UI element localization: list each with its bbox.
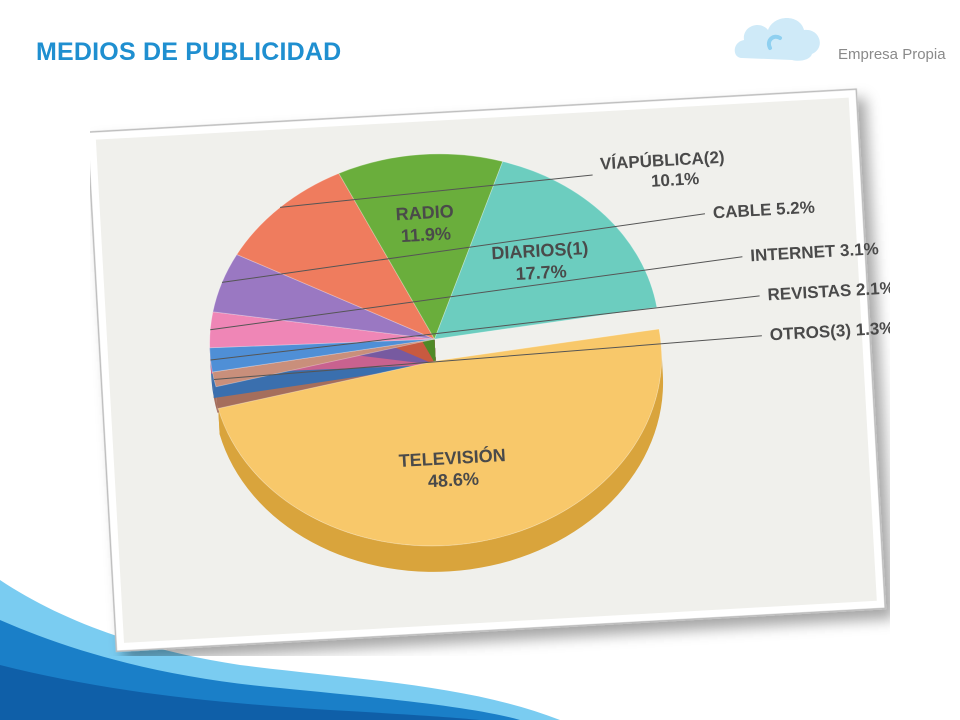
slide-title: MEDIOS DE PUBLICIDAD <box>36 38 342 66</box>
leader-line-cable <box>221 213 706 283</box>
decorative-waves <box>0 580 560 720</box>
pie-slice-revistas <box>209 338 435 373</box>
slice-label-revistas: REVISTAS 2.1% <box>767 278 890 304</box>
slice-value-otros-3-: 1.3% <box>855 318 890 339</box>
slice-value-cable: 5.2% <box>776 198 816 219</box>
slice-value-v-ap-blica-2-: 10.1% <box>651 169 700 191</box>
chart-photo: TELEVISIÓN 48.6% OTROS(3) 1.3% REVISTAS 2.1… <box>90 36 890 656</box>
pie-slice-internet <box>209 311 435 349</box>
slice-label-internet: INTERNET 3.1% <box>750 239 879 265</box>
pie-slice-televisi-n <box>217 328 662 547</box>
slice-value-diarios-1-: 17.7% <box>515 261 567 284</box>
leader-line-revistas <box>210 295 760 361</box>
slice-label-radio: RADIO <box>395 201 454 224</box>
pie-slice-diarios-1- <box>433 160 658 340</box>
pie-slice-radio <box>338 153 504 341</box>
slice-value-internet: 3.1% <box>839 239 879 260</box>
slice-value-radio: 11.9% <box>400 223 451 246</box>
leader-line-internet <box>210 256 743 331</box>
slice-label-cable: CABLE 5.2% <box>712 198 815 223</box>
slice-value-revistas: 2.1% <box>855 278 890 299</box>
brand-logo-cloud-icon <box>734 18 820 61</box>
pie-slice-v-ap-blica-2- <box>236 172 436 340</box>
leader-line-v-ap-blica-2- <box>280 174 593 208</box>
leader-line-otros-3- <box>213 335 762 380</box>
slice-label-otros-3-: OTROS(3) 1.3% <box>769 318 890 344</box>
slice-value-televisi-n: 48.6% <box>427 469 479 492</box>
brand-name: Empresa Propia <box>838 46 946 63</box>
